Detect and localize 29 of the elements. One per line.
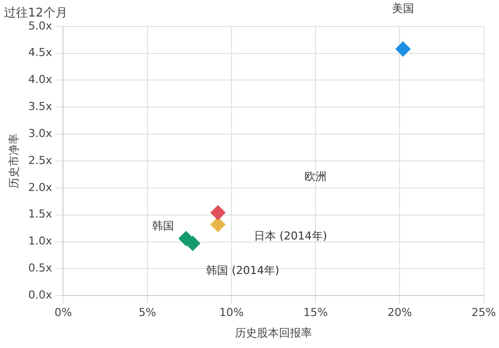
y-tick-label: 4.5x — [28, 46, 53, 60]
x-tick-label: 0% — [54, 306, 72, 320]
text: 日本 (2014年) — [254, 229, 328, 242]
x-tick-label: 20% — [387, 306, 412, 320]
point — [210, 217, 226, 232]
y-tick-label: 3.0x — [28, 126, 53, 140]
x-tick-label: 15% — [303, 306, 328, 320]
x-tick-label: 25% — [472, 306, 496, 320]
y-tick-label: 0.0x — [28, 288, 53, 302]
y-tick-label: 1.5x — [28, 208, 53, 221]
point — [178, 231, 194, 246]
series-label: 韩国 — [152, 219, 174, 232]
y-tick-label: 1.0x — [28, 234, 53, 248]
y-tick-label: 0.5x — [28, 262, 53, 275]
y-tick-label: 2.0x — [28, 180, 53, 194]
x-axis-title: 历史股本回报率 — [234, 326, 312, 340]
annotation: 欧洲 — [304, 170, 327, 184]
point — [210, 205, 226, 220]
point — [396, 42, 411, 57]
y-tick-label: 3.5x — [28, 100, 53, 114]
y-tick-label: 5.0x — [28, 19, 53, 32]
x-tick-label: 5% — [138, 306, 156, 320]
x-tick-label: 10% — [219, 306, 244, 320]
series-label: 韩国 (2014年) — [206, 264, 280, 278]
chart-title: 过往12个月 — [4, 5, 68, 20]
y-tick-label: 4.0x — [28, 73, 53, 86]
y-axis-title: 历史市净率 — [7, 134, 20, 188]
text: 美国 — [392, 2, 414, 15]
y-tick-label: 2.5x — [28, 154, 53, 167]
